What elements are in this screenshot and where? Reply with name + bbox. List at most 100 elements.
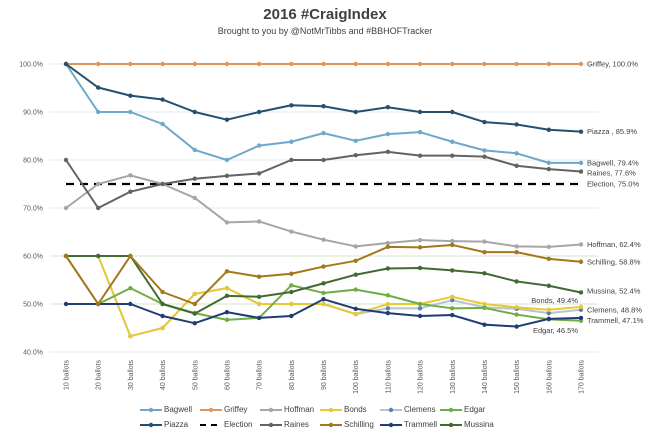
- point-mussina: [546, 283, 552, 288]
- point-schilling: [256, 274, 262, 279]
- point-griffey: [321, 61, 326, 67]
- legend-swatch-icon: [380, 422, 402, 427]
- legend-row: Piazza Election Raines Schilling Trammell Mus…: [140, 417, 560, 432]
- point-hoffman: [450, 238, 455, 244]
- chart-subtitle: Brought to you by @NotMrTibbs and #BBHOF…: [217, 26, 433, 36]
- point-schilling: [546, 256, 552, 262]
- legend-swatch-icon: [320, 422, 342, 427]
- point-raines: [450, 153, 455, 158]
- legend-label: Schilling: [344, 420, 374, 429]
- point-clemens: [385, 306, 391, 311]
- point-hoffman: [192, 195, 197, 201]
- legend-item-trammell[interactable]: Trammell: [380, 420, 440, 430]
- point-trammell: [224, 309, 230, 315]
- point-piazza: [160, 97, 165, 102]
- legend-label: Trammell: [404, 420, 438, 429]
- end-label-mussina: Mussina, 52.4%: [587, 286, 641, 295]
- end-label-trammell: Trammell, 47.1%: [587, 316, 644, 325]
- point-trammell: [321, 297, 326, 302]
- point-bonds: [289, 301, 294, 307]
- series-layer: [63, 61, 584, 339]
- legend-item-bagwell[interactable]: Bagwell: [140, 405, 200, 415]
- point-bonds: [128, 333, 133, 339]
- point-hoffman: [417, 237, 423, 243]
- point-piazza: [417, 109, 423, 115]
- legend-swatch-icon: [260, 422, 282, 427]
- point-clemens: [417, 306, 423, 311]
- point-bagwell: [256, 143, 262, 148]
- point-piazza: [514, 122, 519, 127]
- point-piazza: [192, 109, 197, 115]
- point-piazza: [289, 103, 294, 108]
- point-edgar: [482, 305, 487, 311]
- legend-swatch-icon: [440, 407, 462, 412]
- series-trammell: [63, 297, 584, 329]
- end-label-piazza: Piazza , 85.9%: [587, 127, 637, 136]
- point-hoffman: [224, 220, 230, 225]
- legend-swatch-icon: [200, 407, 222, 412]
- point-trammell: [289, 313, 294, 319]
- legend-item-clemens[interactable]: Clemens: [380, 405, 440, 415]
- point-schilling: [385, 244, 391, 250]
- x-tick-label: 20 ballots: [96, 360, 103, 390]
- point-mussina: [289, 289, 294, 295]
- x-tick-label: 160 ballots: [546, 360, 553, 394]
- legend-swatch-icon: [440, 422, 462, 427]
- point-clemens: [450, 297, 455, 303]
- point-bonds: [224, 285, 230, 291]
- point-raines: [385, 149, 391, 155]
- point-bagwell: [160, 121, 165, 127]
- legend-item-raines[interactable]: Raines: [260, 420, 320, 430]
- point-schilling: [450, 242, 455, 248]
- series-hoffman: [63, 173, 584, 250]
- point-bonds: [578, 304, 584, 310]
- point-piazza: [482, 119, 487, 125]
- point-griffey: [289, 61, 294, 67]
- point-mussina: [160, 301, 165, 307]
- point-raines: [578, 169, 584, 174]
- point-griffey: [224, 61, 230, 67]
- line-piazza: [65, 63, 582, 133]
- point-bonds: [160, 325, 165, 331]
- point-bonds: [321, 301, 326, 307]
- point-piazza: [546, 127, 552, 132]
- point-raines: [546, 166, 552, 172]
- point-schilling: [482, 249, 487, 255]
- legend-item-piazza[interactable]: Piazza: [140, 420, 200, 430]
- point-hoffman: [546, 244, 552, 250]
- point-hoffman: [95, 181, 101, 187]
- point-bagwell: [95, 109, 101, 115]
- legend-item-schilling[interactable]: Schilling: [320, 420, 380, 430]
- point-griffey: [95, 61, 101, 67]
- x-tick-label: 140 ballots: [482, 360, 489, 394]
- legend-item-edgar[interactable]: Edgar: [440, 405, 500, 415]
- point-trammell: [353, 306, 358, 311]
- point-mussina: [482, 271, 487, 276]
- legend-item-griffey[interactable]: Griffey: [200, 405, 260, 415]
- point-hoffman: [578, 242, 584, 247]
- point-schilling: [63, 253, 69, 259]
- point-trammell: [546, 316, 552, 322]
- end-label-raines: Raines, 77.6%: [587, 169, 636, 178]
- point-raines: [192, 176, 197, 181]
- point-trammell: [192, 321, 197, 326]
- point-piazza: [63, 61, 69, 67]
- point-bagwell: [578, 160, 584, 166]
- y-axis: 40.0% 50.0% 60.0% 70.0% 80.0% 90.0% 100.0%: [19, 62, 43, 357]
- point-trammell: [514, 324, 519, 329]
- point-hoffman: [256, 219, 262, 224]
- point-bonds: [482, 301, 487, 307]
- legend-item-election[interactable]: Election: [200, 420, 260, 430]
- point-edgar: [353, 287, 358, 292]
- point-bagwell: [224, 157, 230, 163]
- legend-item-hoffman[interactable]: Hoffman: [260, 405, 320, 415]
- point-griffey: [546, 61, 552, 67]
- point-bagwell: [417, 129, 423, 135]
- x-tick-label: 110 ballots: [385, 360, 392, 394]
- x-tick-label: 120 ballots: [418, 360, 425, 394]
- legend-item-mussina[interactable]: Mussina: [440, 420, 500, 430]
- legend-item-bonds[interactable]: Bonds: [320, 405, 380, 415]
- point-bagwell: [192, 147, 197, 153]
- point-schilling: [321, 264, 326, 269]
